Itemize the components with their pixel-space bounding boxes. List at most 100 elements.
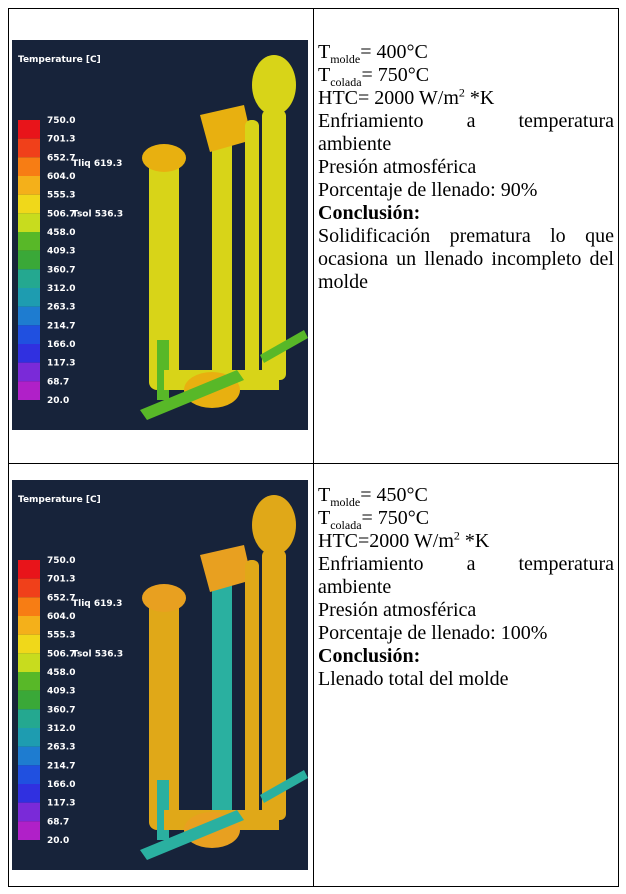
condition: Enfriamiento a temperatura ambiente xyxy=(318,553,614,599)
param-value: = 750°C xyxy=(362,507,430,529)
condition: Presión atmosférica xyxy=(318,599,614,622)
casting-shape xyxy=(252,55,296,115)
legend-label: 750.0 xyxy=(47,116,75,126)
legend-label: 117.3 xyxy=(47,799,75,809)
legend-label: 214.7 xyxy=(47,761,75,771)
legend-label: 117.3 xyxy=(47,359,75,369)
htc-unit: *K xyxy=(460,530,489,552)
legend-label: 604.0 xyxy=(47,172,75,182)
legend-label: 750.0 xyxy=(47,556,75,566)
legend-label: 458.0 xyxy=(47,668,75,678)
legend-band xyxy=(18,672,40,691)
legend-band xyxy=(18,765,40,784)
legend-title: Temperature [C] xyxy=(18,495,101,505)
parameter-line: Tcolada= 750°C xyxy=(318,64,614,87)
casting-shape xyxy=(245,120,259,380)
conclusion-label: Conclusión: xyxy=(318,202,614,225)
legend-band xyxy=(18,381,40,400)
table-row: Temperature [C]750.0701.3652.7604.0555.3… xyxy=(9,464,619,887)
param-symbol: T xyxy=(318,41,330,63)
legend-band xyxy=(18,784,40,803)
legend-band xyxy=(18,560,40,579)
legend-band xyxy=(18,635,40,654)
htc-line: HTC=2000 W/m2 *K xyxy=(318,530,614,553)
param-value: = 450°C xyxy=(360,484,428,506)
legend-band xyxy=(18,120,40,139)
condition: Enfriamiento a temperatura ambiente xyxy=(318,110,614,156)
conclusion: Solidificación prematura lo que ocasiona… xyxy=(318,225,614,294)
tliq-label: Tliq 619.3 xyxy=(72,599,122,609)
legend-band xyxy=(18,747,40,766)
tsol-label: Tsol 536.3 xyxy=(72,209,123,219)
htc-text: HTC= 2000 W/m xyxy=(318,87,459,109)
legend-label: 701.3 xyxy=(47,135,75,145)
legend-title: Temperature [C] xyxy=(18,55,101,65)
legend-label: 555.3 xyxy=(47,631,75,641)
casting-shape xyxy=(142,584,186,612)
param-value: = 750°C xyxy=(362,64,430,86)
legend-band xyxy=(18,344,40,363)
legend-label: 360.7 xyxy=(47,705,75,715)
legend-band xyxy=(18,653,40,672)
legend-label: 409.3 xyxy=(47,687,75,697)
simulation-image: Temperature [C]750.0701.3652.7604.0555.3… xyxy=(12,480,308,870)
condition: Presión atmosférica xyxy=(318,156,614,179)
casting-shape xyxy=(200,105,252,152)
legend-band xyxy=(18,288,40,307)
casting-shape xyxy=(212,140,232,380)
casting-shape xyxy=(262,550,286,820)
condition: Porcentaje de llenado: 100% xyxy=(318,622,614,645)
legend-band xyxy=(18,269,40,288)
legend-band xyxy=(18,195,40,214)
legend-label: 166.0 xyxy=(47,780,75,790)
parameter-line: Tmolde= 450°C xyxy=(318,484,614,507)
param-symbol: T xyxy=(318,64,330,86)
casting-shape xyxy=(142,144,186,172)
legend-band xyxy=(18,139,40,158)
param-symbol: T xyxy=(318,484,330,506)
tliq-label: Tliq 619.3 xyxy=(72,159,122,169)
legend-label: 214.7 xyxy=(47,321,75,331)
legend-label: 20.0 xyxy=(47,836,69,846)
parameter-line: Tmolde= 400°C xyxy=(318,41,614,64)
legend-label: 166.0 xyxy=(47,340,75,350)
legend-band xyxy=(18,821,40,840)
legend-label: 458.0 xyxy=(47,228,75,238)
legend-label: 604.0 xyxy=(47,612,75,622)
legend-label: 20.0 xyxy=(47,396,69,406)
legend-band xyxy=(18,597,40,616)
htc-unit: *K xyxy=(465,87,494,109)
legend-label: 555.3 xyxy=(47,191,75,201)
legend-band xyxy=(18,251,40,270)
legend-label: 263.3 xyxy=(47,303,75,313)
legend-band xyxy=(18,691,40,710)
casting-shape xyxy=(252,495,296,555)
legend-label: 701.3 xyxy=(47,575,75,585)
legend-band xyxy=(18,579,40,598)
legend-label: 312.0 xyxy=(47,724,75,734)
legend-band xyxy=(18,363,40,382)
legend-band xyxy=(18,709,40,728)
legend-band xyxy=(18,157,40,176)
tsol-label: Tsol 536.3 xyxy=(72,649,123,659)
legend-band xyxy=(18,803,40,822)
legend-band xyxy=(18,307,40,326)
parameter-line: Tcolada= 750°C xyxy=(318,507,614,530)
casting-shape xyxy=(200,545,252,592)
simulation-image: Temperature [C]750.0701.3652.7604.0555.3… xyxy=(12,40,308,430)
legend-label: 312.0 xyxy=(47,284,75,294)
legend-band xyxy=(18,325,40,344)
condition: Porcentaje de llenado: 90% xyxy=(318,179,614,202)
legend-label: 68.7 xyxy=(47,377,69,387)
legend-label: 360.7 xyxy=(47,265,75,275)
legend-band xyxy=(18,176,40,195)
casting-shape xyxy=(245,560,259,820)
htc-text: HTC=2000 W/m xyxy=(318,530,454,552)
